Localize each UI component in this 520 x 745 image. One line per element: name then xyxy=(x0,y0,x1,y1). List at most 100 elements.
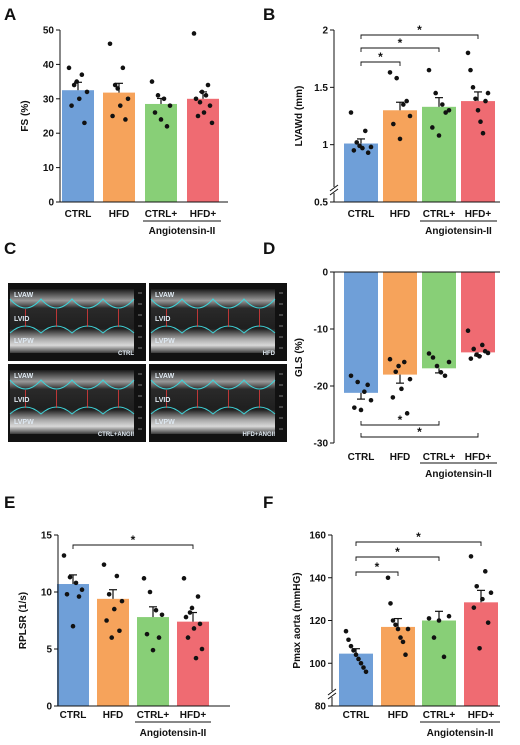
dot-b-1-1 xyxy=(394,75,399,81)
ytick-label-a-3: 30 xyxy=(43,94,55,105)
dot-d-0-3 xyxy=(368,397,374,403)
sig-star-d-0: * xyxy=(398,413,403,427)
dot-d-0-6 xyxy=(365,382,370,388)
dot-a-2-1 xyxy=(155,93,161,98)
dot-e-3-0 xyxy=(181,576,187,581)
dot-b-3-3 xyxy=(473,96,478,102)
bar-a-0 xyxy=(62,90,94,202)
dot-e-3-2 xyxy=(189,605,195,611)
dot-b-0-0 xyxy=(348,110,354,115)
dot-f-1-8 xyxy=(405,626,411,632)
dot-a-2-0 xyxy=(149,79,155,84)
bar-f-1 xyxy=(381,626,415,706)
ultrasound-label-0-0: LVAW xyxy=(14,292,34,299)
sig-bracket-e-0 xyxy=(72,544,194,549)
bar-f-3 xyxy=(464,602,498,706)
ytick-label-a-2: 20 xyxy=(43,129,55,140)
dot-d-1-7 xyxy=(396,363,401,369)
dot-b-0-3 xyxy=(368,144,374,150)
dot-f-1-4 xyxy=(395,626,401,632)
category-label-a-3: HFD+ xyxy=(190,209,217,220)
dot-d-2-4 xyxy=(442,373,448,379)
bar-e-1 xyxy=(97,598,129,706)
dot-a-2-4 xyxy=(152,110,158,115)
chart-e: 0 5 10 15 RPLSR (1/s) CTRL HFD CTRL+ HFD+ Angiote… xyxy=(18,531,230,739)
bar-b-0 xyxy=(344,143,378,202)
dot-e-0-3 xyxy=(79,587,85,593)
dot-a-3-1 xyxy=(205,82,211,88)
ytick-label-d-3: -30 xyxy=(314,439,329,450)
ytick-label-f-0: 80 xyxy=(315,702,327,713)
ultrasound-label-2-1: LVID xyxy=(14,397,29,404)
dot-a-3-6 xyxy=(195,113,201,119)
dot-d-3-6 xyxy=(482,348,488,354)
dot-e-3-4 xyxy=(197,621,203,627)
dot-e-2-6 xyxy=(156,635,162,640)
ylabel-d: GLS (%) xyxy=(294,338,305,377)
sig-bracket-f-1 xyxy=(355,556,440,561)
ultrasound-label-3-0: LVAW xyxy=(155,373,175,380)
ultrasound-label-3-2: LVPW xyxy=(155,419,175,426)
ultrasound-panel: LVAWLVIDLVPWCTRLLVAWLVIDLVPWHFDLVAWLVIDL… xyxy=(8,283,287,442)
ytick-label-d-1: -10 xyxy=(314,325,329,336)
dot-f-1-3 xyxy=(393,622,398,628)
dot-e-3-6 xyxy=(185,635,191,640)
dot-b-3-2 xyxy=(470,85,476,90)
sig-bracket-b-2 xyxy=(360,34,479,39)
dot-e-3-7 xyxy=(199,646,205,652)
dot-f-3-1 xyxy=(482,569,488,574)
ytick-label-b-1: 1 xyxy=(322,140,328,151)
dot-e-2-1 xyxy=(147,589,153,595)
wall-trace-bottom-1 xyxy=(150,325,276,334)
dot-a-2-6 xyxy=(164,124,170,129)
ytick-label-b-0: 0.5 xyxy=(314,198,328,209)
dot-e-2-2 xyxy=(153,607,159,613)
axis-break-mark-2-f xyxy=(327,692,337,700)
dot-d-2-0 xyxy=(426,351,432,356)
dot-d-3-1 xyxy=(479,342,485,348)
category-label-f-1: HFD xyxy=(388,710,409,721)
axis-break-gap-f xyxy=(328,691,336,697)
bar-d-3 xyxy=(461,272,495,353)
ylabel-a: FS (%) xyxy=(20,100,31,131)
category-label-e-0: CTRL xyxy=(60,710,87,721)
bar-e-0 xyxy=(57,584,89,706)
dot-b-2-2 xyxy=(440,102,445,107)
dot-a-0-3 xyxy=(84,89,90,95)
axis-break-mark-1-b xyxy=(329,184,339,192)
bar-a-1 xyxy=(103,92,135,202)
dot-a-3-9 xyxy=(197,99,203,105)
dot-a-3-2 xyxy=(199,89,205,95)
dot-f-1-7 xyxy=(403,652,408,657)
sig-bracket-b-1 xyxy=(360,47,440,52)
dot-b-0-6 xyxy=(365,150,371,155)
dot-f-0-2 xyxy=(348,643,354,649)
dot-f-2-1 xyxy=(436,618,442,623)
dot-a-2-2 xyxy=(161,96,167,102)
ultrasound-label-0-2: LVPW xyxy=(14,338,34,345)
dot-d-3-7 xyxy=(474,352,479,357)
dot-f-0-6 xyxy=(358,660,364,666)
bar-b-2 xyxy=(422,106,456,202)
dot-e-2-3 xyxy=(159,612,165,618)
bar-d-0 xyxy=(344,272,378,393)
dot-b-2-4 xyxy=(430,125,435,130)
dot-d-3-0 xyxy=(465,328,471,334)
panel-label-d: D xyxy=(263,239,275,258)
wall-trace-top-0 xyxy=(9,298,135,309)
ytick-label-b-2: 1.5 xyxy=(314,83,328,94)
ultrasound-image-3: LVAW LVID LVPW HFD+ANGII xyxy=(149,364,287,442)
ylabel-e: RPLSR (1/s) xyxy=(18,592,29,649)
category-label-b-2: CTRL+ xyxy=(423,209,456,220)
dot-a-2-3 xyxy=(167,103,173,108)
dot-b-2-3 xyxy=(446,107,452,113)
dot-f-3-7 xyxy=(477,645,482,651)
bar-f-0 xyxy=(339,653,373,706)
dot-e-2-4 xyxy=(144,631,150,637)
dot-a-1-5 xyxy=(110,113,115,119)
ultrasound-label-2-2: LVPW xyxy=(14,419,34,426)
sig-bracket-f-0 xyxy=(355,571,399,576)
ultrasound-label-1-2: LVPW xyxy=(155,338,175,345)
ytick-label-f-2: 120 xyxy=(309,616,326,627)
category-label-b-3: HFD+ xyxy=(465,209,492,220)
